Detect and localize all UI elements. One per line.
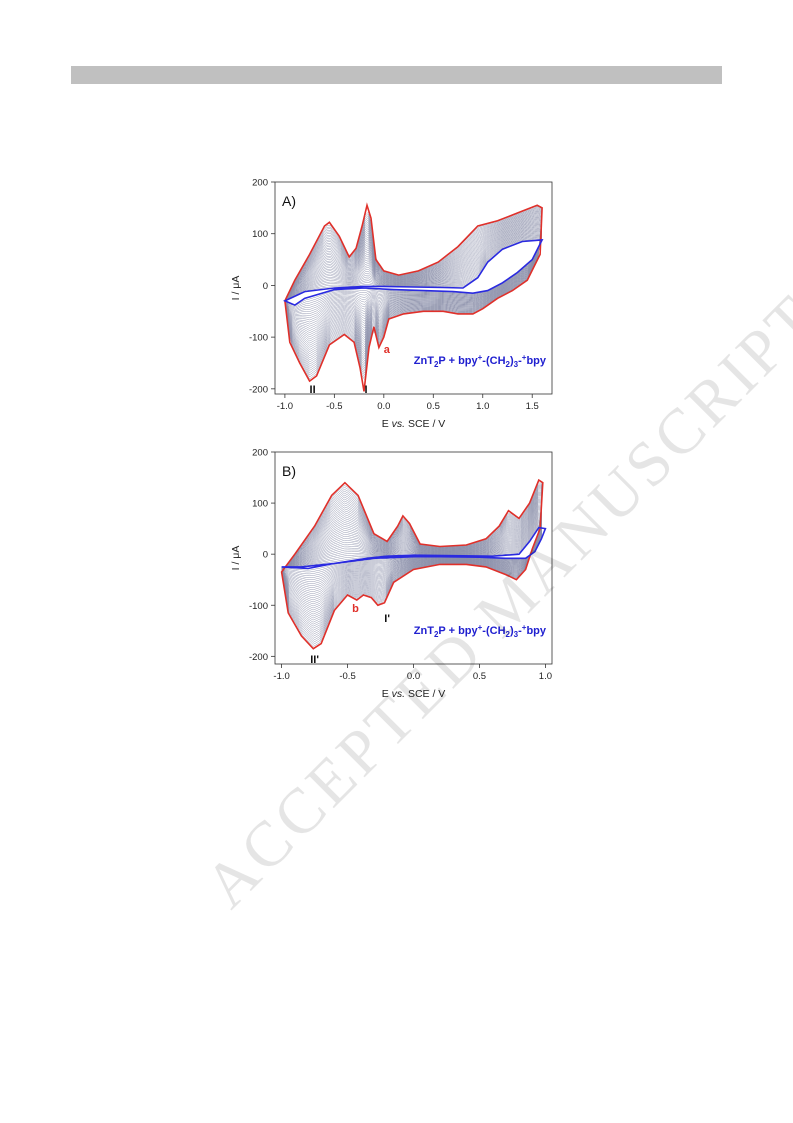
y-tick-label: -100	[249, 601, 268, 612]
x-axis-label: E vs. SCE / V	[382, 418, 446, 430]
y-axis-label: I / μA	[230, 276, 242, 301]
y-tick-label: 200	[252, 178, 268, 189]
x-tick-label: -1.0	[277, 401, 293, 412]
y-tick-label: -200	[249, 384, 268, 395]
x-tick-label: 0.0	[377, 401, 390, 412]
intermediate-scan	[281, 520, 542, 580]
last-scan-trace	[284, 202, 543, 392]
traces	[282, 202, 544, 392]
formula-label: ZnT2P + bpy+-(CH2)3-+bpy	[414, 623, 547, 639]
first-scan-trace	[281, 526, 547, 570]
header-bar	[71, 66, 722, 84]
chart-a: -1.0 -0.5 0.0 0.5 1.0 1.5 -200 -100 0 100 200 E vs.…	[230, 178, 553, 430]
peak-label: I'	[384, 613, 390, 625]
peak-label: b	[352, 603, 359, 615]
y-tick-label: -100	[249, 333, 268, 344]
formula-label: ZnT2P + bpy+-(CH2)3-+bpy	[414, 353, 547, 369]
x-tick-label: 0.5	[427, 401, 440, 412]
first-scan-trace	[282, 238, 544, 307]
figure: -1.0 -0.5 0.0 0.5 1.0 1.5 -200 -100 0 100 200 E vs.…	[217, 172, 580, 712]
intermediate-scan	[281, 519, 542, 582]
y-tick-label: 0	[263, 281, 268, 292]
y-tick-label: 100	[252, 229, 268, 240]
chart-b: -1.0 -0.5 0.0 0.5 1.0 -200 -100 0 100 200 E vs. SC…	[230, 448, 553, 700]
x-tick-label: -0.5	[339, 671, 355, 682]
peak-label: I	[364, 384, 367, 396]
intermediate-scan	[281, 522, 542, 578]
y-tick-label: 200	[252, 448, 268, 459]
y-tick-label: 100	[252, 499, 268, 510]
peak-label: II'	[310, 654, 319, 666]
panel-label: A)	[282, 193, 296, 209]
x-tick-label: 0.5	[473, 671, 486, 682]
peak-label: II	[310, 384, 316, 396]
intermediate-scan	[281, 523, 542, 577]
traces	[280, 478, 547, 650]
y-tick-label: 0	[263, 550, 268, 561]
x-tick-label: 1.0	[539, 671, 552, 682]
y-axis-label: I / μA	[230, 546, 242, 571]
x-tick-label: -1.0	[273, 671, 289, 682]
x-tick-label: 0.0	[407, 671, 420, 682]
intermediate-scan	[281, 524, 542, 575]
x-axis-label: E vs. SCE / V	[382, 688, 446, 700]
x-tick-label: 1.0	[476, 401, 489, 412]
y-tick-label: -200	[249, 652, 268, 663]
x-tick-label: -0.5	[326, 401, 342, 412]
panel-label: B)	[282, 463, 296, 479]
peak-label: a	[384, 344, 391, 356]
x-tick-label: 1.5	[526, 401, 539, 412]
